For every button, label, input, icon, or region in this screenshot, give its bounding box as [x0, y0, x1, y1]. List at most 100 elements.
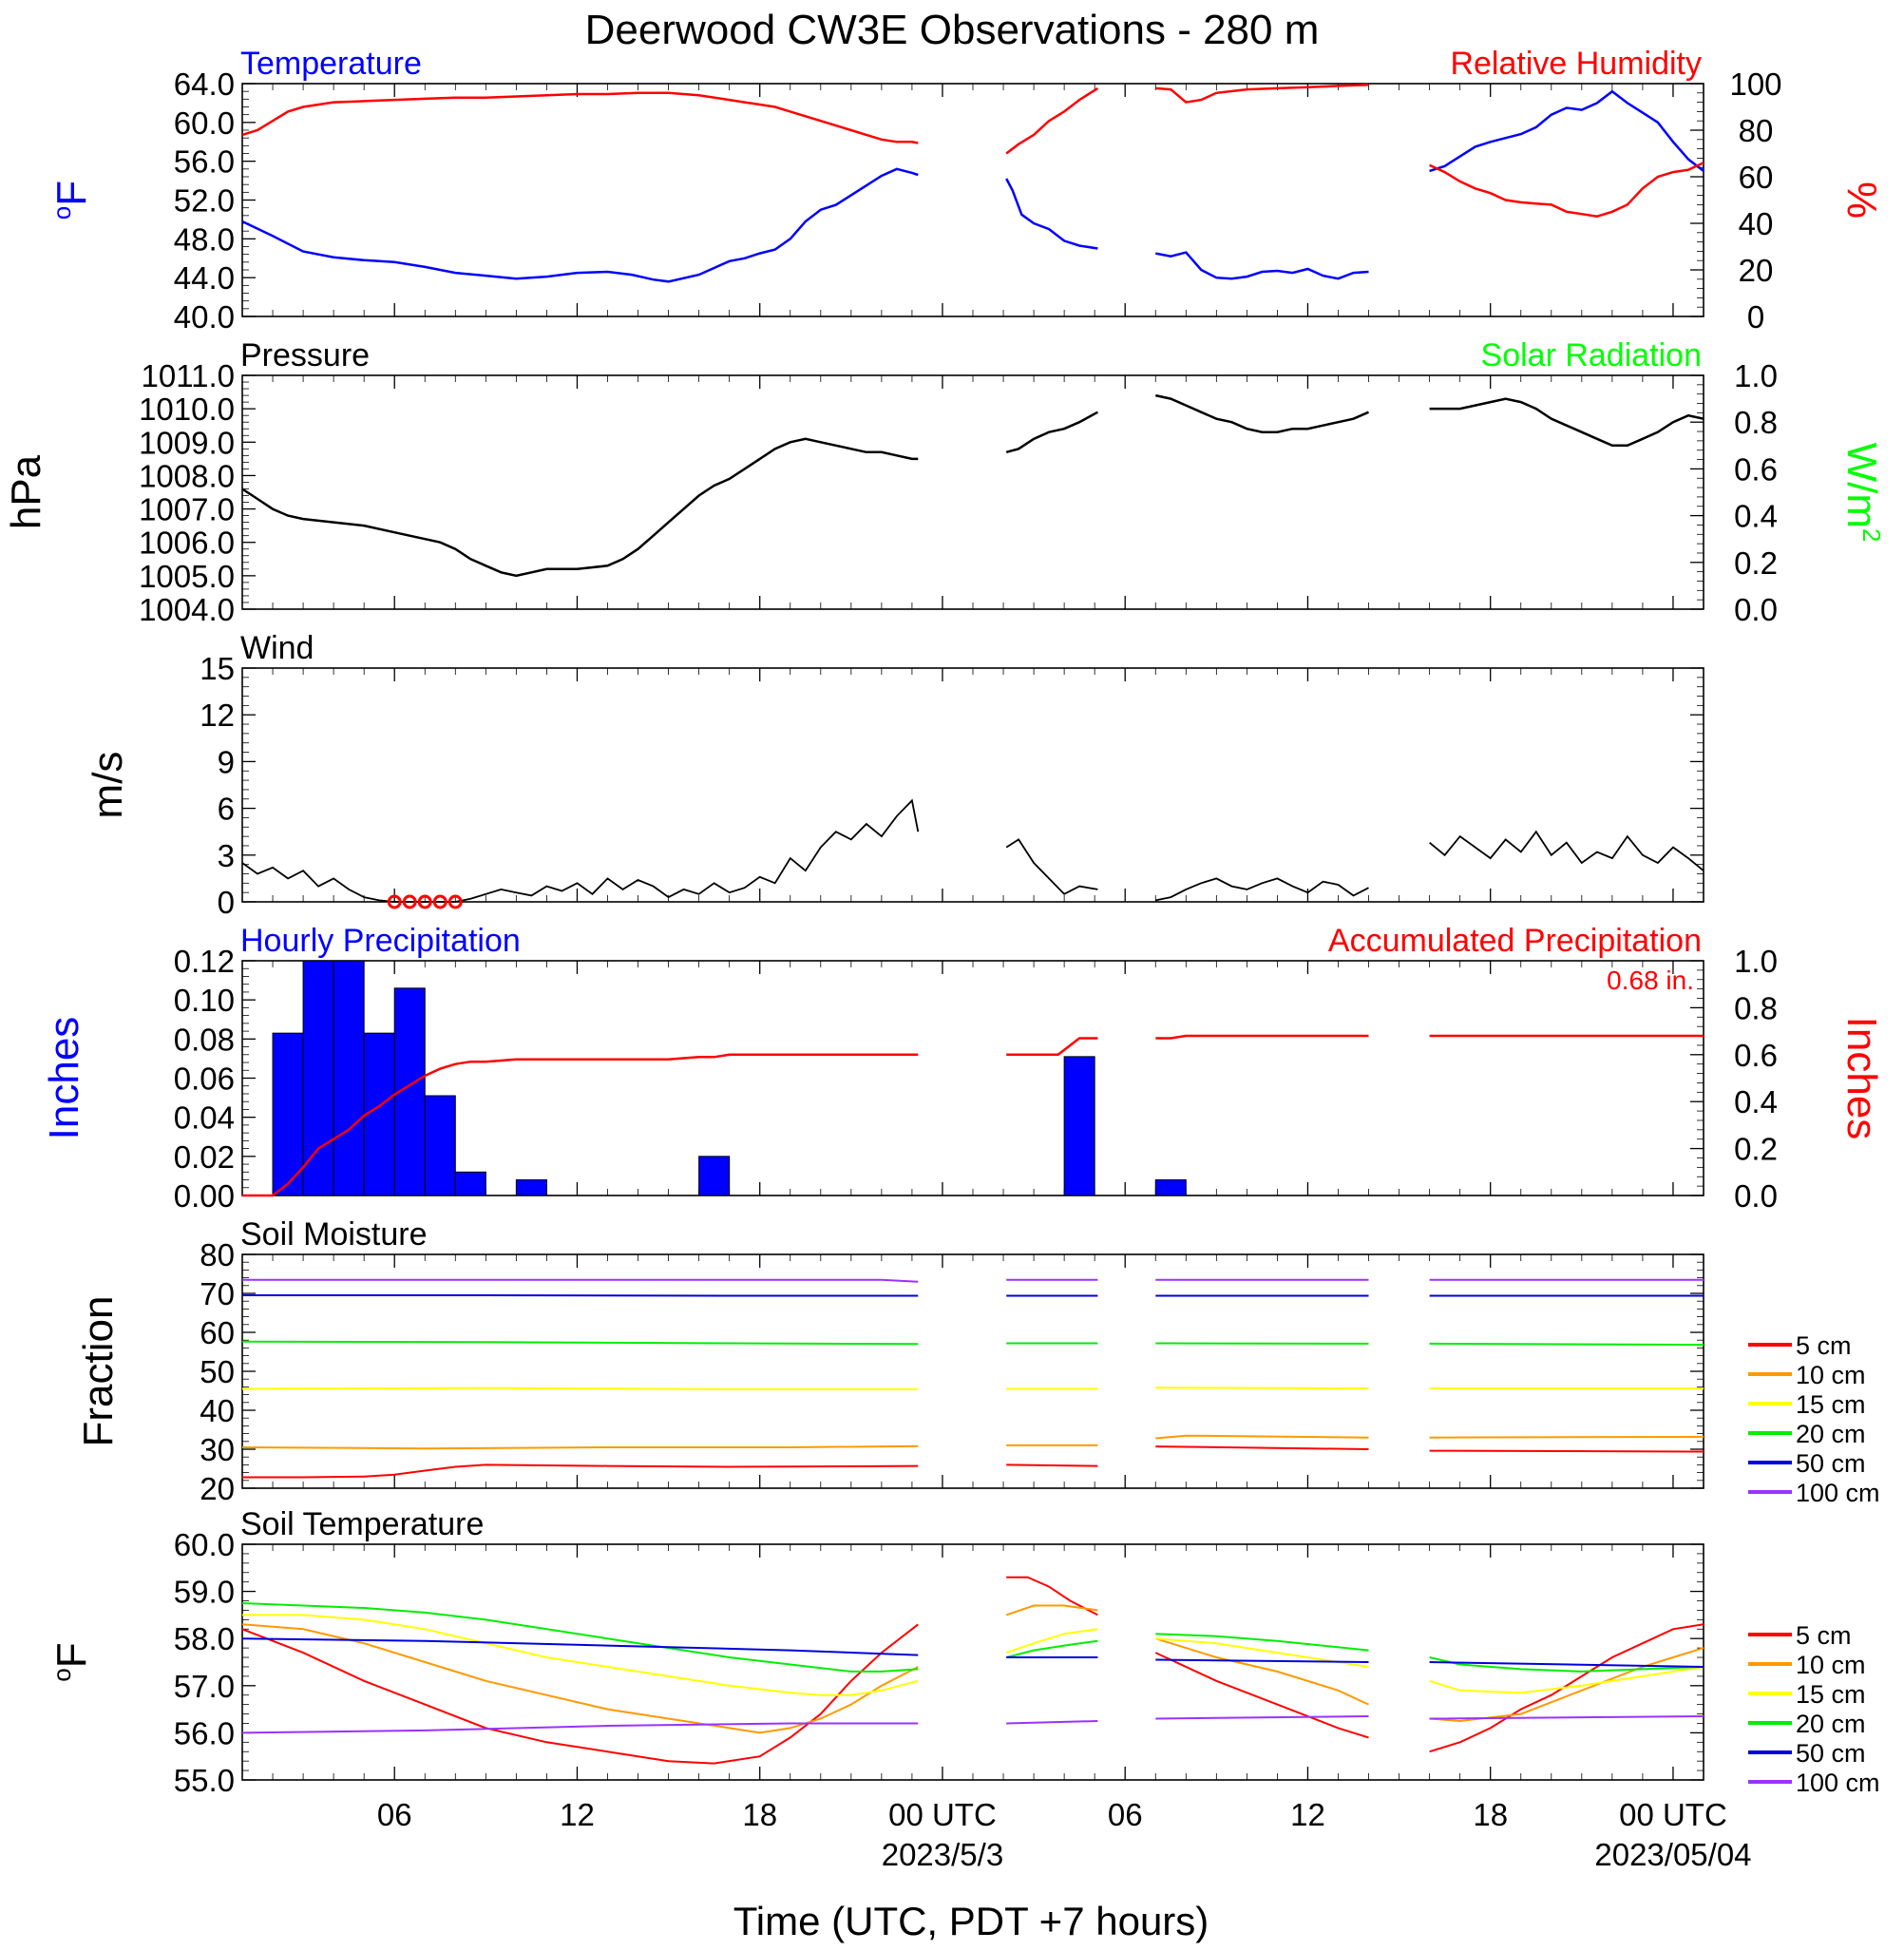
accum-precip-line	[242, 1034, 1704, 1197]
y-tick-label-right: 0.8	[1734, 990, 1778, 1025]
y-tick-label-left: 1009.0	[139, 425, 235, 460]
y-tick-label-right: 0.2	[1734, 1132, 1778, 1167]
series-line-50-cm	[242, 1294, 1704, 1297]
series-line-10-cm	[241, 1604, 1704, 1734]
precip-bar	[1063, 1056, 1095, 1196]
panel-title-right: Solar Radiation	[1481, 337, 1702, 373]
legend-label: 100 cm	[1796, 1769, 1880, 1797]
legend-label: 15 cm	[1796, 1390, 1866, 1419]
y-tick-label-left: 50	[200, 1354, 235, 1389]
y-axis-label-right: Inches	[1838, 1017, 1885, 1140]
x-tick-label: 18	[1473, 1797, 1508, 1832]
plot-frame	[241, 960, 1704, 1196]
y-tick-label-right: 0.2	[1734, 545, 1778, 581]
y-tick-label-right: 0.4	[1734, 499, 1778, 534]
y-tick-label-right: 0.8	[1734, 405, 1778, 440]
y-tick-label-left: 0.12	[174, 944, 235, 979]
panel-title-left: Pressure	[240, 337, 370, 373]
y-tick-label-left: 57.0	[174, 1669, 235, 1704]
panels: 40.044.048.052.056.060.064.0020406080100…	[3, 46, 1886, 1872]
y-tick-label-right: 60	[1739, 160, 1774, 195]
x-date-label: 2023/5/3	[882, 1837, 1003, 1872]
y-tick-label-left: 1004.0	[139, 592, 235, 627]
plot-frame	[241, 374, 1704, 610]
y-tick-label-right: 0	[1747, 299, 1764, 335]
y-tick-label-left: 58.0	[174, 1621, 235, 1656]
series-line-relative-humidity	[241, 83, 1704, 218]
series-line-20-cm	[241, 1340, 1704, 1347]
y-tick-label-left: 40.0	[174, 299, 235, 335]
y-tick-label-left: 0.04	[174, 1100, 235, 1136]
y-tick-label-right: 0.6	[1734, 1038, 1778, 1073]
y-tick-label-left: 60.0	[174, 1527, 235, 1562]
y-tick-label-left: 0	[218, 885, 235, 920]
plot-frame	[241, 1253, 1704, 1489]
y-tick-label-left: 44.0	[174, 260, 235, 296]
calm-wind-marker	[387, 894, 402, 909]
x-tick-label: 12	[1290, 1797, 1325, 1832]
y-tick-label-left: 56.0	[174, 1715, 235, 1750]
legend-label: 20 cm	[1796, 1710, 1866, 1738]
y-tick-label-right: 80	[1739, 113, 1774, 148]
legend-label: 10 cm	[1796, 1361, 1866, 1389]
x-date-label: 2023/05/04	[1594, 1837, 1751, 1872]
series-line-10-cm	[241, 1434, 1704, 1450]
precip-bar	[363, 1032, 395, 1196]
y-tick-label-left: 59.0	[174, 1575, 235, 1610]
y-tick-label-left: 3	[218, 838, 235, 873]
y-axis-label-right: %	[1838, 182, 1885, 219]
y-tick-label-right: 1.0	[1734, 944, 1778, 979]
y-tick-label-left: 30	[200, 1432, 235, 1467]
y-tick-label-right: 100	[1729, 67, 1781, 102]
y-axis-label-left: Fraction	[75, 1296, 122, 1447]
precip-bar	[515, 1179, 547, 1196]
y-tick-label-left: 0.06	[174, 1062, 235, 1097]
y-axis-label-right: W/m2	[1838, 443, 1886, 543]
y-tick-label-left: 1006.0	[139, 526, 235, 561]
x-tick-label: 12	[560, 1797, 595, 1832]
y-tick-label-left: 48.0	[174, 221, 235, 257]
x-axis-label: Time (UTC, PDT +7 hours)	[733, 1899, 1209, 1943]
y-tick-label-left: 1007.0	[139, 492, 235, 527]
panel-title-left: Temperature	[240, 46, 422, 82]
panel-title-left: Soil Temperature	[240, 1506, 484, 1542]
precip-bar	[272, 1032, 304, 1196]
panel-pressure-solar: 1004.01005.01006.01007.01008.01009.01010…	[3, 337, 1886, 627]
y-tick-label-right: 0.4	[1734, 1084, 1778, 1119]
series-line-temperature	[241, 89, 1704, 283]
y-axis-label-left: oF	[48, 181, 95, 220]
legend-label: 10 cm	[1796, 1651, 1866, 1679]
y-axis-label-left: hPa	[3, 454, 49, 529]
legend-label: 50 cm	[1796, 1449, 1866, 1478]
y-tick-label-left: 70	[200, 1276, 235, 1311]
y-tick-label-left: 64.0	[174, 67, 235, 102]
legend-label: 5 cm	[1796, 1331, 1852, 1360]
y-tick-label-left: 1005.0	[139, 559, 235, 594]
x-tick-label: 06	[377, 1797, 412, 1832]
precip-bar	[454, 1171, 486, 1196]
plot-frame	[241, 1543, 1704, 1781]
y-tick-label-right: 0.6	[1734, 451, 1778, 487]
precip-bar	[302, 960, 334, 1196]
y-tick-label-left: 0.08	[174, 1022, 235, 1057]
y-tick-label-right: 20	[1739, 253, 1774, 288]
panel-title-left: Wind	[240, 630, 314, 666]
y-tick-label-left: 60	[200, 1315, 235, 1350]
y-tick-label-right: 0.0	[1734, 592, 1778, 627]
y-tick-label-left: 1008.0	[139, 458, 235, 493]
y-tick-label-left: 1010.0	[139, 392, 235, 427]
accum-total-label: 0.68 in.	[1607, 966, 1694, 995]
y-axis-label-left: Inches	[41, 1017, 87, 1140]
legend-label: 100 cm	[1796, 1479, 1880, 1507]
calm-wind-marker	[447, 894, 463, 909]
precip-bar	[698, 1156, 731, 1196]
calm-wind-marker	[432, 894, 447, 909]
panel-title-left: Soil Moisture	[240, 1216, 428, 1253]
series-line-5-cm	[242, 1445, 1704, 1479]
figure-title: Deerwood CW3E Observations - 280 m	[585, 7, 1320, 53]
y-tick-label-left: 0.10	[174, 983, 235, 1018]
series-line-5-cm	[241, 1576, 1704, 1765]
y-tick-label-left: 40	[200, 1393, 235, 1428]
precip-bar	[424, 1095, 456, 1196]
